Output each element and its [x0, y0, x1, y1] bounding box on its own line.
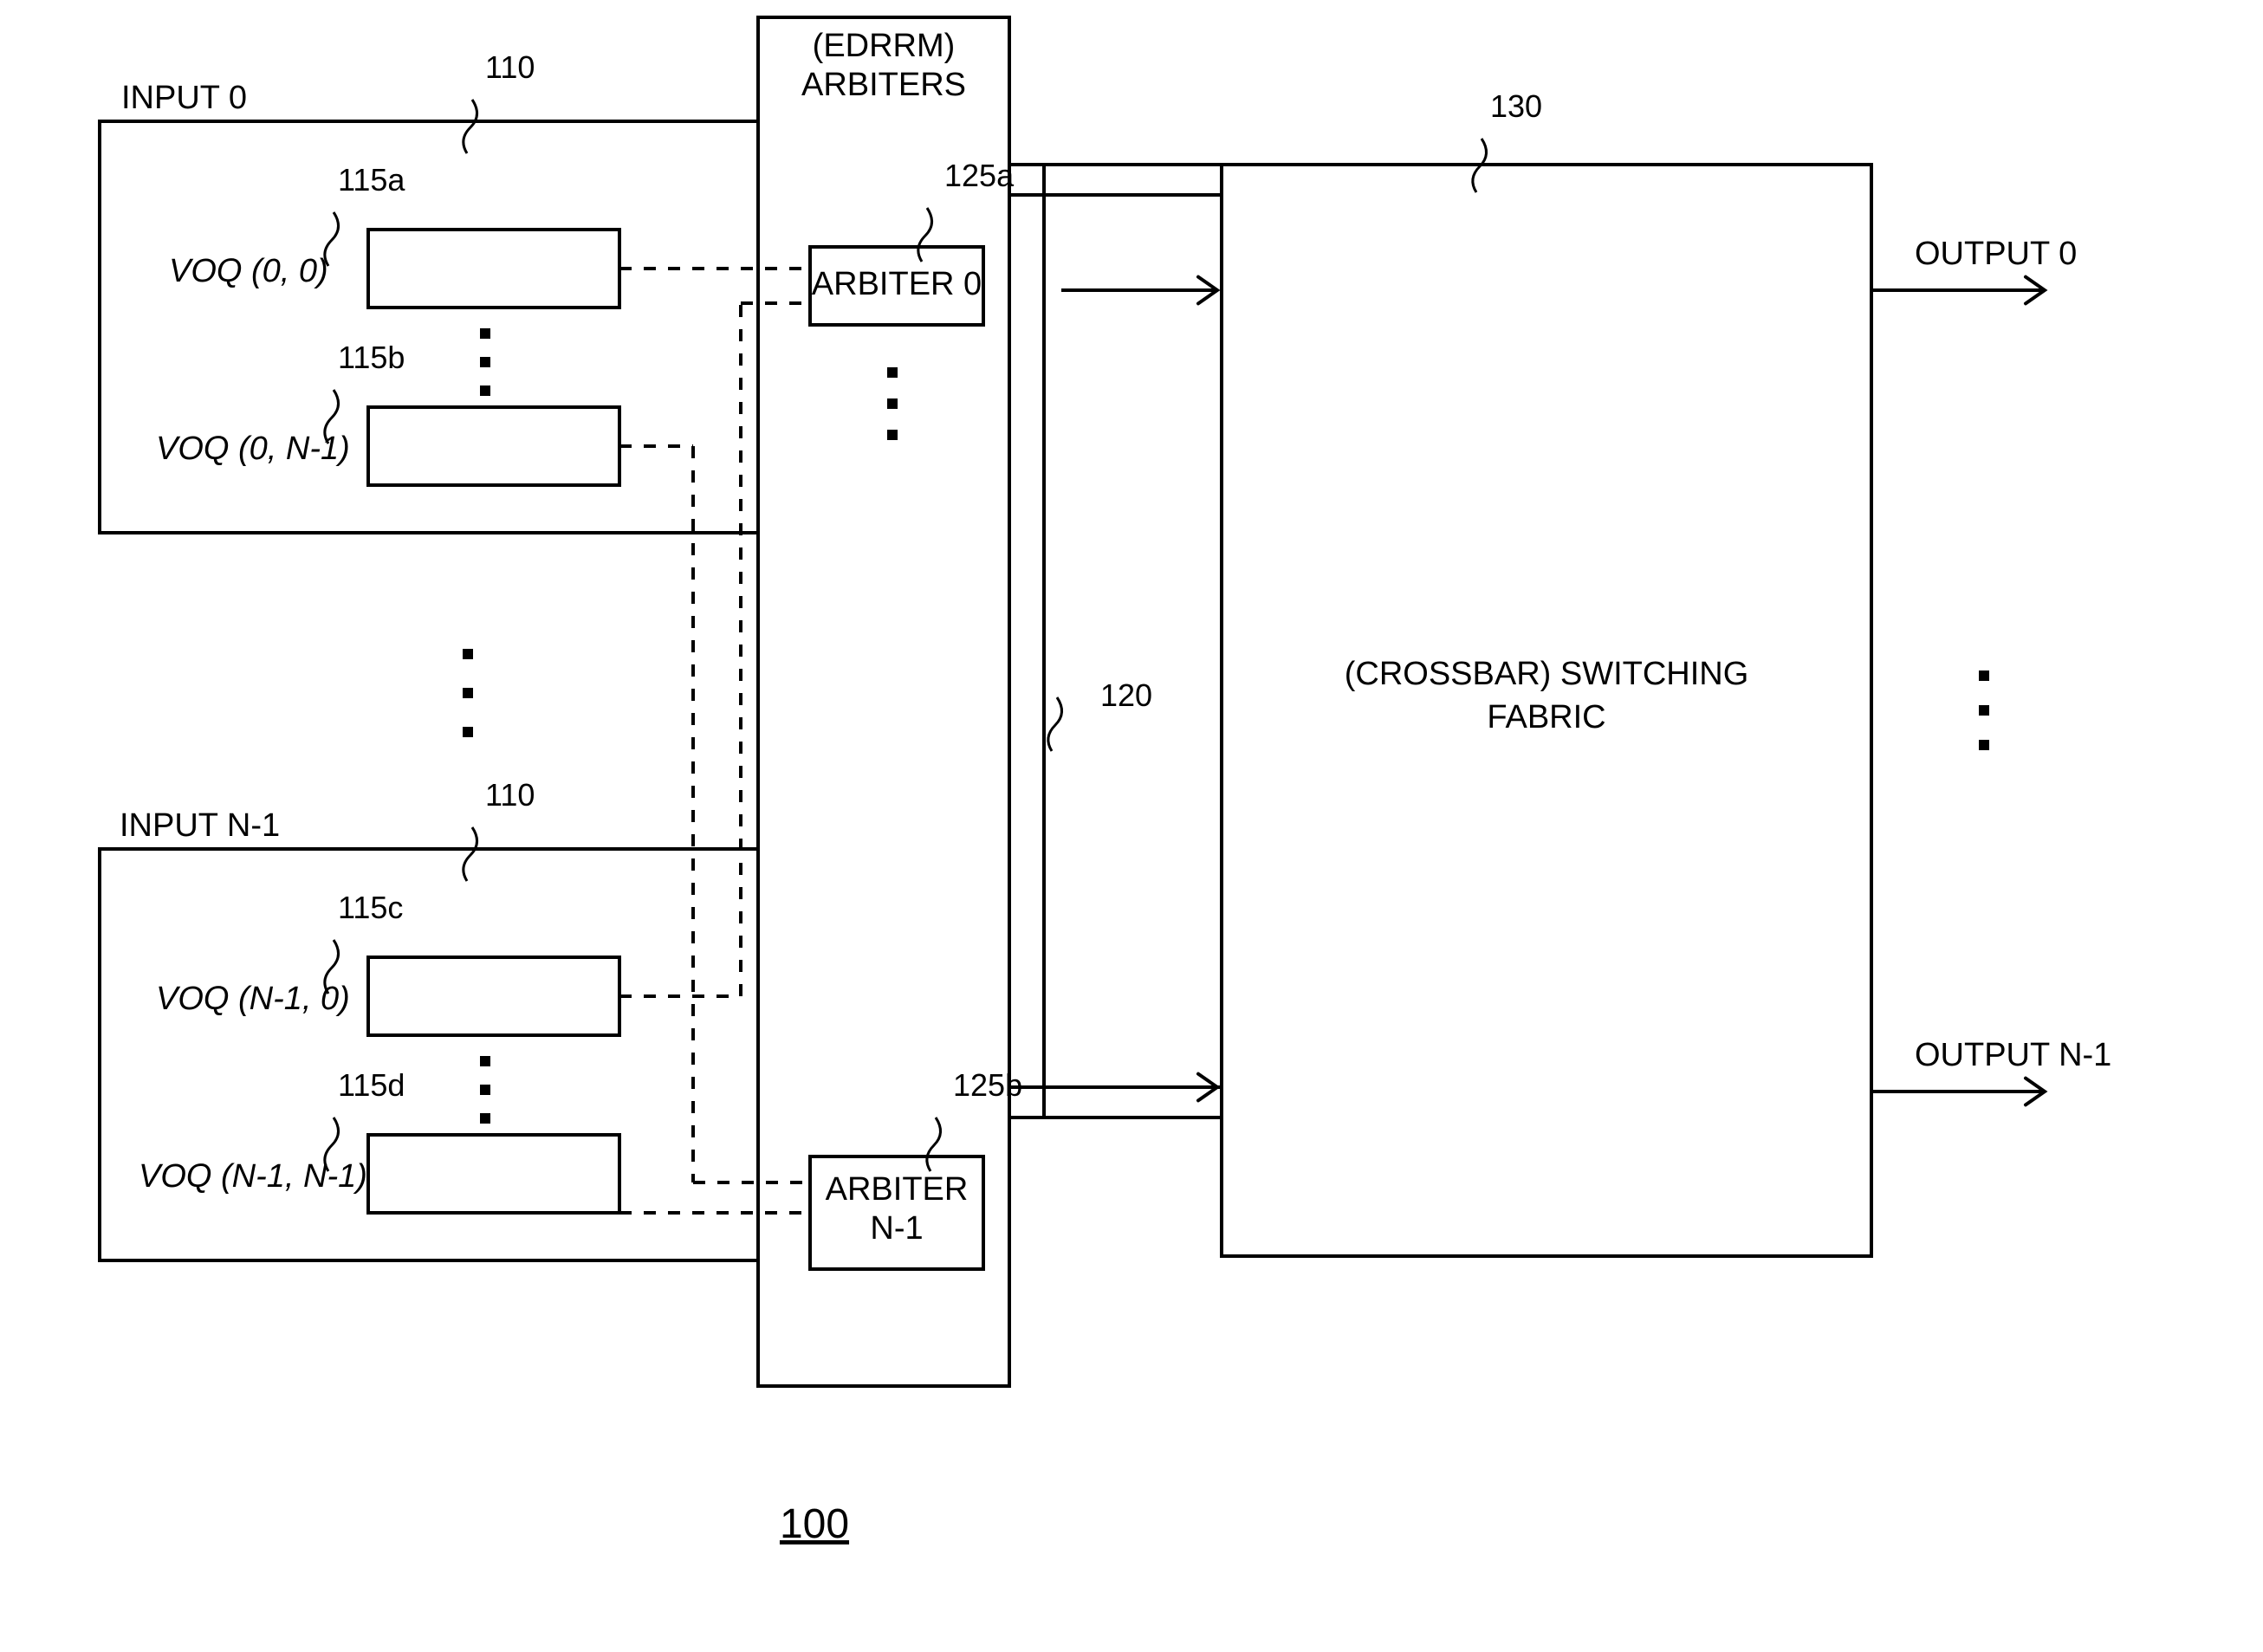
svg-text:115a: 115a	[338, 162, 405, 198]
svg-text:130: 130	[1490, 88, 1542, 124]
svg-text:VOQ (0, 0): VOQ (0, 0)	[169, 253, 328, 289]
svg-text:N-1: N-1	[870, 1210, 923, 1247]
svg-text:(EDRRM): (EDRRM)	[813, 28, 956, 64]
svg-text:OUTPUT 0: OUTPUT 0	[1915, 236, 2077, 272]
svg-text:INPUT N-1: INPUT N-1	[120, 807, 280, 844]
svg-text:100: 100	[780, 1501, 849, 1547]
svg-text:115d: 115d	[338, 1067, 405, 1103]
svg-text:INPUT 0: INPUT 0	[121, 80, 247, 116]
svg-text:VOQ (N-1, N-1): VOQ (N-1, N-1)	[139, 1158, 367, 1195]
svg-text:ARBITER 0: ARBITER 0	[812, 266, 982, 302]
svg-text:125a: 125a	[944, 158, 1015, 193]
svg-text:125b: 125b	[953, 1067, 1022, 1103]
svg-text:(CROSSBAR) SWITCHING: (CROSSBAR) SWITCHING	[1345, 656, 1749, 692]
svg-text:OUTPUT N-1: OUTPUT N-1	[1915, 1037, 2111, 1073]
svg-text:115c: 115c	[338, 890, 403, 925]
svg-text:FABRIC: FABRIC	[1487, 699, 1605, 735]
svg-text:ARBITER: ARBITER	[826, 1171, 969, 1208]
svg-text:110: 110	[485, 49, 535, 85]
svg-text:ARBITERS: ARBITERS	[801, 67, 966, 103]
svg-text:VOQ (N-1, 0): VOQ (N-1, 0)	[156, 981, 350, 1017]
svg-text:120: 120	[1100, 677, 1152, 713]
svg-text:110: 110	[485, 777, 535, 813]
svg-text:VOQ (0, N-1): VOQ (0, N-1)	[156, 431, 350, 467]
svg-text:115b: 115b	[338, 340, 405, 375]
